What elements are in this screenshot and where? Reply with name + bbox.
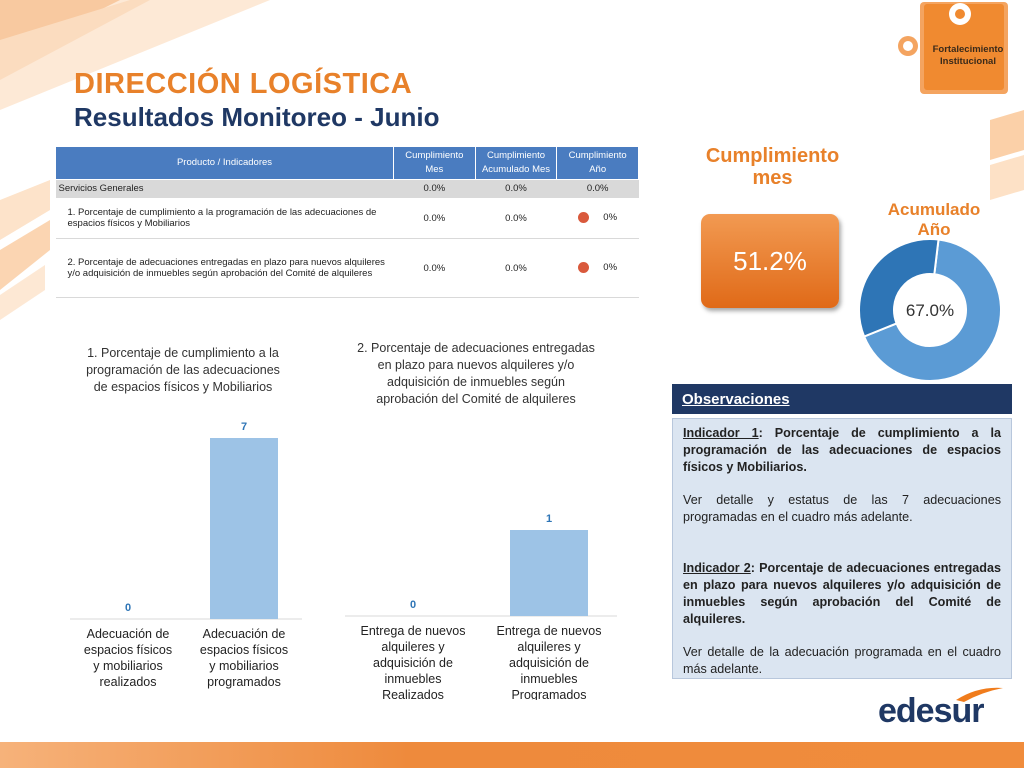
obs-ind1-detail: Ver detalle y estatus de las 7 adecuacio… xyxy=(683,493,1001,524)
data-label: 0 xyxy=(125,602,131,614)
row-mes: 0.0% xyxy=(393,238,476,298)
observations-header: Observaciones xyxy=(672,384,1012,414)
category-label: Entrega de nuevos alquileres y adquisición… xyxy=(361,624,466,700)
obs-ind1-label: Indicador 1 xyxy=(683,426,759,440)
status-dot-icon xyxy=(578,212,590,224)
bar-chart-2: 0 Entrega de nuevos alquileres y adquisició… xyxy=(345,513,617,700)
table-row: 2. Porcentaje de adecuaciones entregadas… xyxy=(55,238,639,298)
chart2-title: 2. Porcentaje de adecuaciones entregadas… xyxy=(357,341,595,406)
chart1-title: 1. Porcentaje de cumplimiento a la progr… xyxy=(86,346,280,394)
data-label: 1 xyxy=(546,513,552,525)
table-row: 1. Porcentaje de cumplimiento a la progr… xyxy=(55,197,639,239)
row-acumulado: 0.0% xyxy=(475,238,557,298)
row-label: 2. Porcentaje de adecuaciones entregadas… xyxy=(55,238,394,298)
obs-ind2-label: Indicador 2 xyxy=(683,561,751,575)
table-header-row: Producto / Indicadores Cumplimiento Mes … xyxy=(54,146,639,180)
group-acumulado: 0.0% xyxy=(475,179,557,198)
logo-swoosh-icon xyxy=(956,687,1003,702)
kpi-mes-title: Cumplimiento mes xyxy=(705,145,840,189)
badge-label: Fortalecimiento Institucional xyxy=(932,44,1004,67)
row-label: 1. Porcentaje de cumplimiento a la progr… xyxy=(55,197,394,239)
category-label: Entrega de nuevos alquileres y adquisición… xyxy=(497,624,602,700)
row-anio: 0% xyxy=(603,262,618,274)
corner-decoration xyxy=(0,0,270,110)
table-header: Cumplimiento Acumulado Mes xyxy=(474,146,558,180)
row-mes: 0.0% xyxy=(393,197,476,239)
edesur-logo: edesur xyxy=(878,684,1008,734)
page-title: DIRECCIÓN LOGÍSTICA xyxy=(74,68,413,100)
category-label: Adecuación de espacios físicos y mobiliari… xyxy=(84,627,172,689)
footer-bar xyxy=(0,742,1024,768)
obs-indicator-1: Indicador 1: Porcentaje de cumplimiento … xyxy=(683,425,1001,476)
table-row-group: Servicios Generales 0.0% 0.0% 0.0% xyxy=(55,179,639,198)
logo-text: edesur xyxy=(878,692,984,730)
obs-indicator-2: Indicador 2: Porcentaje de adecuaciones … xyxy=(683,560,1001,628)
obs-ind2-detail: Ver detalle de la adecuación programada … xyxy=(683,645,1001,676)
row-anio-cell: 0% xyxy=(556,197,639,239)
donut-center-label: 67.0% xyxy=(906,301,954,320)
row-anio: 0% xyxy=(603,212,618,224)
kpi-mes-value: 51.2% xyxy=(701,214,839,308)
bar-chart-1: 0 Adecuación de espacios físicos y mobiliar… xyxy=(70,421,302,689)
obs-ind1-text: : Porcentaje de cumplimiento a la progra… xyxy=(683,426,1001,474)
observations-panel: Indicador 1: Porcentaje de cumplimiento … xyxy=(672,418,1012,679)
group-anio: 0.0% xyxy=(556,179,639,198)
donut-hole xyxy=(894,274,966,346)
data-label: 7 xyxy=(241,421,247,433)
data-label: 0 xyxy=(410,599,416,611)
right-decoration xyxy=(990,110,1024,200)
group-label: Servicios Generales xyxy=(55,179,394,198)
fortalecimiento-badge: Fortalecimiento Institucional xyxy=(890,0,1014,100)
puzzle-icon xyxy=(898,2,1008,94)
row-acumulado: 0.0% xyxy=(475,197,557,239)
kpi-anio-title: Acumulado Año xyxy=(887,200,981,239)
table-header: Cumplimiento Año xyxy=(556,146,639,180)
donut-chart: 67.0% xyxy=(858,238,1002,382)
group-mes: 0.0% xyxy=(393,179,476,198)
category-label: Adecuación de espacios físicos y mobiliari… xyxy=(200,627,288,689)
bar xyxy=(510,530,588,616)
obs-ind2-text: : Porcentaje de adecuaciones entregadas … xyxy=(683,561,1001,626)
table-header: Producto / Indicadores xyxy=(54,146,395,180)
table-header: Cumplimiento Mes xyxy=(393,146,476,180)
page-subtitle: Resultados Monitoreo - Junio xyxy=(74,102,440,132)
indicators-table: Producto / Indicadores Cumplimiento Mes … xyxy=(54,146,639,298)
status-dot-icon xyxy=(578,262,590,274)
left-decoration xyxy=(0,180,50,320)
row-anio-cell: 0% xyxy=(556,238,639,298)
bar xyxy=(210,438,278,619)
observations-title: Observaciones xyxy=(682,391,790,408)
